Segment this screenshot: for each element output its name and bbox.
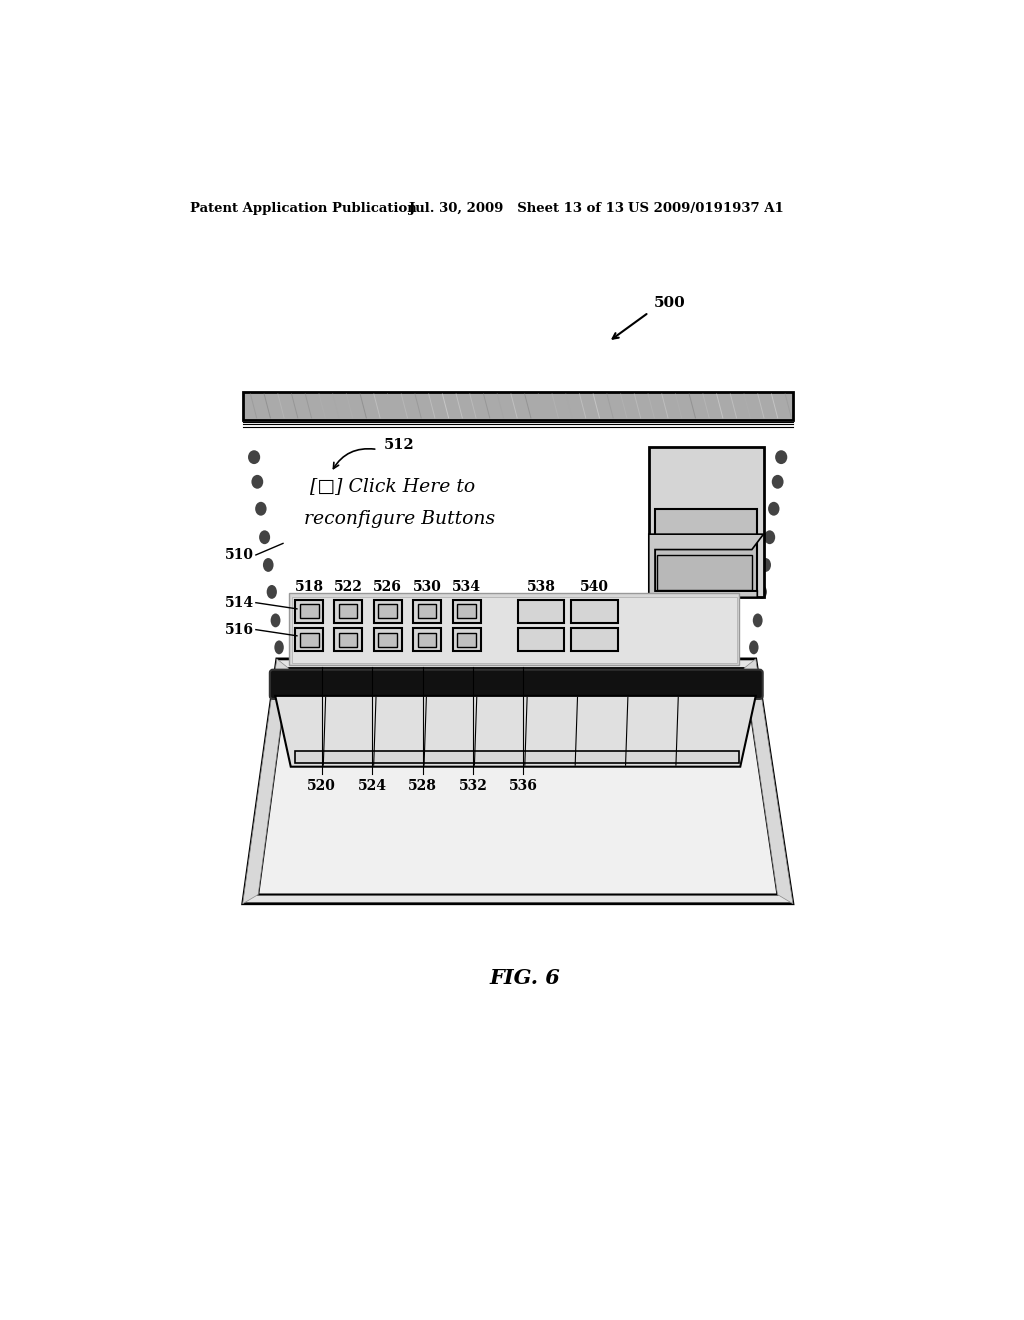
Bar — [339, 632, 357, 647]
Polygon shape — [258, 668, 777, 895]
Bar — [458, 632, 476, 647]
Text: 516: 516 — [224, 623, 254, 636]
Ellipse shape — [248, 450, 260, 465]
Text: reconfigure Buttons: reconfigure Buttons — [304, 510, 495, 528]
Text: 528: 528 — [408, 779, 437, 793]
Polygon shape — [744, 659, 793, 904]
Text: 524: 524 — [357, 779, 387, 793]
Text: 510: 510 — [224, 548, 254, 562]
Ellipse shape — [255, 502, 266, 516]
Ellipse shape — [775, 450, 787, 465]
Bar — [655, 508, 758, 591]
Bar — [414, 599, 441, 623]
Bar — [378, 632, 397, 647]
Text: 514: 514 — [224, 595, 254, 610]
Text: 538: 538 — [526, 579, 555, 594]
Text: Patent Application Publication: Patent Application Publication — [190, 202, 417, 215]
Bar — [243, 392, 793, 420]
Bar — [334, 628, 362, 651]
Text: 512: 512 — [384, 438, 415, 451]
Bar — [295, 628, 324, 651]
Bar — [374, 599, 401, 623]
Bar — [295, 599, 324, 623]
Bar — [649, 447, 764, 598]
Ellipse shape — [252, 475, 263, 488]
Text: US 2009/0191937 A1: US 2009/0191937 A1 — [628, 202, 783, 215]
Bar — [414, 628, 441, 651]
Text: 530: 530 — [413, 579, 441, 594]
Ellipse shape — [259, 531, 270, 544]
Bar — [300, 605, 318, 618]
Ellipse shape — [768, 502, 779, 516]
FancyBboxPatch shape — [270, 669, 763, 700]
Bar — [418, 605, 436, 618]
Bar — [292, 597, 737, 663]
Ellipse shape — [757, 585, 767, 599]
Bar — [300, 632, 318, 647]
Text: 536: 536 — [509, 779, 538, 793]
Bar — [518, 599, 564, 623]
Polygon shape — [275, 696, 756, 767]
Bar — [334, 599, 362, 623]
Ellipse shape — [270, 614, 281, 627]
Bar — [418, 632, 436, 647]
Text: 532: 532 — [459, 779, 487, 793]
Bar — [571, 599, 617, 623]
Text: 520: 520 — [307, 779, 336, 793]
Ellipse shape — [772, 475, 783, 488]
Bar — [518, 628, 564, 651]
Bar — [339, 605, 357, 618]
Bar — [571, 628, 617, 651]
Text: 526: 526 — [373, 579, 402, 594]
Bar — [378, 605, 397, 618]
Text: Jul. 30, 2009   Sheet 13 of 13: Jul. 30, 2009 Sheet 13 of 13 — [410, 202, 625, 215]
Ellipse shape — [274, 640, 284, 655]
Ellipse shape — [750, 640, 759, 655]
Text: 534: 534 — [453, 579, 481, 594]
Bar — [295, 751, 738, 763]
Ellipse shape — [753, 614, 763, 627]
Ellipse shape — [263, 558, 273, 572]
Polygon shape — [243, 659, 289, 904]
Polygon shape — [243, 659, 793, 904]
Text: 518: 518 — [295, 579, 324, 594]
Ellipse shape — [266, 585, 276, 599]
Text: 540: 540 — [580, 579, 609, 594]
Bar — [453, 599, 480, 623]
Bar — [453, 628, 480, 651]
Bar — [656, 554, 752, 590]
Text: [□] Click Here to: [□] Click Here to — [310, 477, 475, 495]
Text: 500: 500 — [653, 296, 685, 310]
Bar — [374, 628, 401, 651]
Ellipse shape — [764, 531, 775, 544]
Bar — [458, 605, 476, 618]
Text: FIG. 6: FIG. 6 — [489, 969, 560, 989]
Text: 522: 522 — [334, 579, 362, 594]
Polygon shape — [649, 535, 764, 598]
Ellipse shape — [761, 558, 771, 572]
Bar — [289, 594, 738, 665]
